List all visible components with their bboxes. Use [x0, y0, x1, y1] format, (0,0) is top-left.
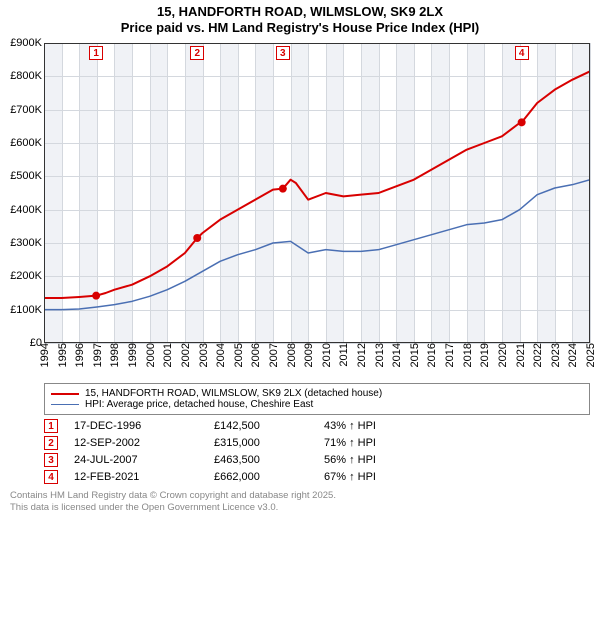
x-axis-tick-label: 2010: [319, 343, 333, 367]
marker-dot-icon: [193, 234, 201, 242]
y-axis-tick-label: £900K: [10, 37, 44, 49]
x-axis-tick-label: 2023: [548, 343, 562, 367]
transaction-marker: 3: [44, 453, 58, 467]
x-axis-tick-label: 2002: [178, 343, 192, 367]
y-axis-tick-label: £100K: [10, 304, 44, 316]
y-axis-tick-label: £700K: [10, 104, 44, 116]
marker-label: 2: [190, 46, 204, 60]
y-axis-tick-label: £300K: [10, 237, 44, 249]
marker-label: 1: [89, 46, 103, 60]
transaction-marker: 2: [44, 436, 58, 450]
x-axis-tick-label: 2001: [160, 343, 174, 367]
transaction-delta: 71% ↑ HPI: [324, 437, 590, 449]
x-axis-tick-label: 2025: [583, 343, 597, 367]
x-axis-tick-label: 2000: [143, 343, 157, 367]
transaction-row: 2 12-SEP-2002£315,00071% ↑ HPI: [44, 436, 590, 450]
x-axis-tick-label: 2014: [389, 343, 403, 367]
footer-attribution: Contains HM Land Registry data © Crown c…: [10, 490, 590, 514]
x-axis-tick-label: 2008: [284, 343, 298, 367]
marker-dot-icon: [518, 118, 526, 126]
footer-line-2: This data is licensed under the Open Gov…: [10, 502, 590, 514]
x-axis-tick-label: 2018: [460, 343, 474, 367]
transaction-date: 24-JUL-2007: [74, 454, 214, 466]
y-axis-tick-label: £400K: [10, 204, 44, 216]
transaction-price: £315,000: [214, 437, 324, 449]
x-axis-tick-label: 1994: [37, 343, 51, 367]
title-line-2: Price paid vs. HM Land Registry's House …: [0, 20, 600, 35]
transaction-marker: 1: [44, 419, 58, 433]
chart-container: 15, HANDFORTH ROAD, WILMSLOW, SK9 2LX Pr…: [0, 4, 600, 624]
transaction-delta: 56% ↑ HPI: [324, 454, 590, 466]
x-axis-tick-label: 2004: [213, 343, 227, 367]
marker-dot-icon: [92, 292, 100, 300]
y-axis-tick-label: £200K: [10, 270, 44, 282]
x-axis-tick-label: 2021: [513, 343, 527, 367]
x-axis-tick-label: 2011: [336, 343, 350, 367]
chart-svg: [44, 43, 590, 343]
transaction-marker: 4: [44, 470, 58, 484]
legend-label: 15, HANDFORTH ROAD, WILMSLOW, SK9 2LX (d…: [85, 388, 382, 399]
x-axis-tick-label: 1997: [90, 343, 104, 367]
x-axis-tick-label: 2006: [248, 343, 262, 367]
transaction-date: 12-FEB-2021: [74, 471, 214, 483]
title-line-1: 15, HANDFORTH ROAD, WILMSLOW, SK9 2LX: [0, 4, 600, 19]
legend-item: 15, HANDFORTH ROAD, WILMSLOW, SK9 2LX (d…: [51, 388, 583, 399]
x-axis-tick-label: 2013: [372, 343, 386, 367]
series-line: [44, 180, 590, 310]
legend-item: HPI: Average price, detached house, Ches…: [51, 399, 583, 410]
y-axis-tick-label: £600K: [10, 137, 44, 149]
marker-label: 4: [515, 46, 529, 60]
transaction-table: 1 17-DEC-1996£142,50043% ↑ HPI 2 12-SEP-200…: [44, 419, 590, 484]
x-axis-tick-label: 1998: [107, 343, 121, 367]
series-line: [44, 71, 590, 298]
x-axis-tick-label: 1999: [125, 343, 139, 367]
transaction-row: 3 24-JUL-2007£463,50056% ↑ HPI: [44, 453, 590, 467]
transaction-delta: 43% ↑ HPI: [324, 420, 590, 432]
x-axis-tick-label: 1995: [55, 343, 69, 367]
x-axis-tick-label: 2012: [354, 343, 368, 367]
x-axis-tick-label: 2022: [530, 343, 544, 367]
x-axis-tick-label: 2005: [231, 343, 245, 367]
transaction-delta: 67% ↑ HPI: [324, 471, 590, 483]
y-axis-tick-label: £800K: [10, 70, 44, 82]
x-axis-tick-label: 2016: [424, 343, 438, 367]
x-axis-tick-label: 2020: [495, 343, 509, 367]
legend-swatch-icon: [51, 404, 79, 405]
chart-plot-area: £0£100K£200K£300K£400K£500K£600K£700K£80…: [44, 43, 590, 343]
y-axis-tick-label: £500K: [10, 170, 44, 182]
transaction-row: 4 12-FEB-2021£662,00067% ↑ HPI: [44, 470, 590, 484]
x-axis-tick-label: 2015: [407, 343, 421, 367]
x-axis-tick-label: 1996: [72, 343, 86, 367]
x-axis-tick-label: 2003: [196, 343, 210, 367]
footer-line-1: Contains HM Land Registry data © Crown c…: [10, 490, 590, 502]
x-axis-tick-label: 2007: [266, 343, 280, 367]
marker-dot-icon: [279, 185, 287, 193]
transaction-price: £662,000: [214, 471, 324, 483]
x-axis-tick-label: 2009: [301, 343, 315, 367]
legend-swatch-icon: [51, 393, 79, 395]
transaction-price: £463,500: [214, 454, 324, 466]
legend: 15, HANDFORTH ROAD, WILMSLOW, SK9 2LX (d…: [44, 383, 590, 415]
transaction-price: £142,500: [214, 420, 324, 432]
transaction-row: 1 17-DEC-1996£142,50043% ↑ HPI: [44, 419, 590, 433]
x-axis-tick-label: 2024: [565, 343, 579, 367]
x-axis-tick-label: 2019: [477, 343, 491, 367]
marker-label: 3: [276, 46, 290, 60]
transaction-date: 17-DEC-1996: [74, 420, 214, 432]
legend-label: HPI: Average price, detached house, Ches…: [85, 399, 313, 410]
transaction-date: 12-SEP-2002: [74, 437, 214, 449]
x-axis-tick-label: 2017: [442, 343, 456, 367]
